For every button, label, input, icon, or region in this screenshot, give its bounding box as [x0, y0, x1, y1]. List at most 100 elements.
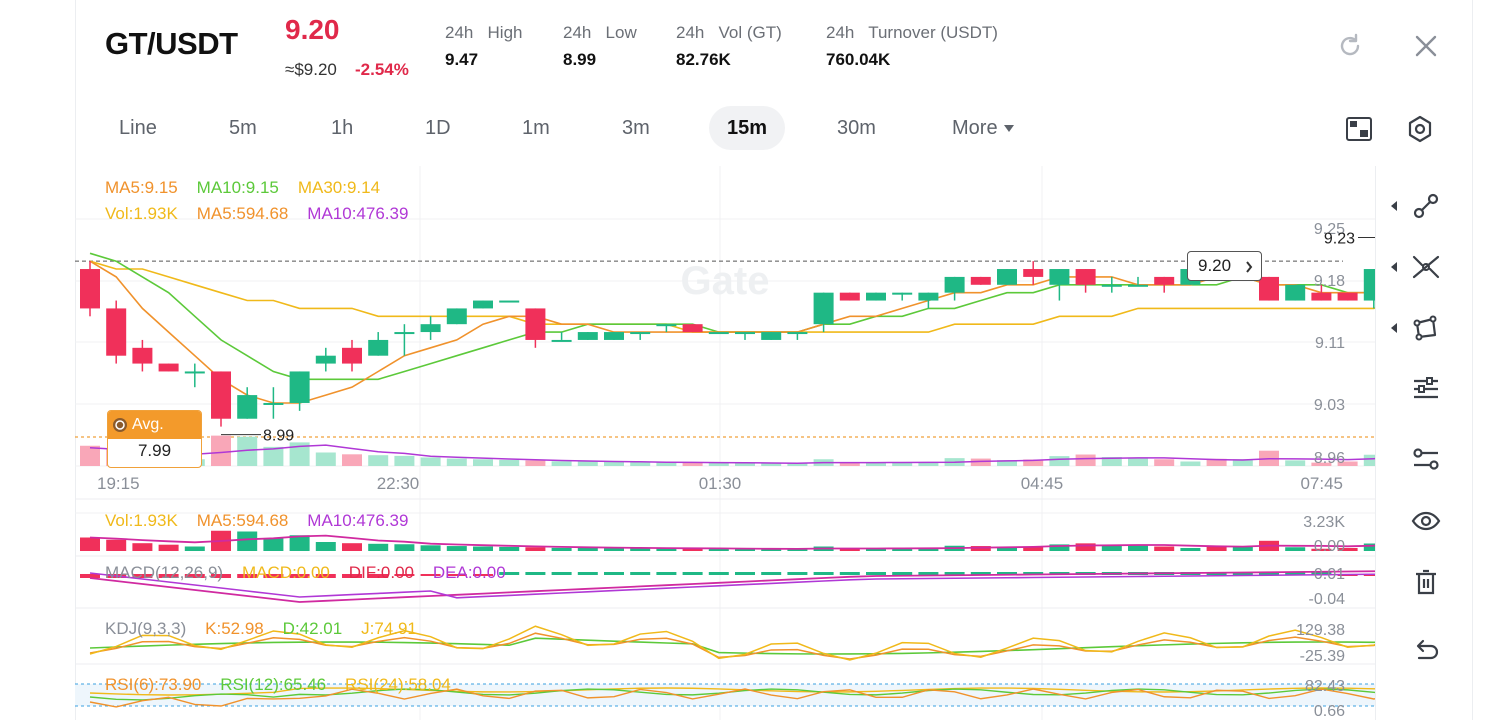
stat-high-label: 24h High: [445, 23, 523, 42]
macd-axis-label: -0.04: [1309, 591, 1346, 608]
dif-line: [89, 570, 1375, 603]
rsi6-line: [89, 688, 1375, 708]
volume-panel-bar: [604, 548, 624, 551]
kdj-axis-label: 129.38: [1296, 622, 1345, 639]
price-axis-label: 8.96: [1314, 450, 1345, 467]
tab-15m[interactable]: 15m: [709, 106, 785, 150]
legend-vol: Vol:1.93K: [105, 204, 178, 223]
legend-rsi6: RSI(6):73.90: [105, 675, 202, 694]
trash-icon: [1416, 569, 1436, 595]
coin-icon: [113, 418, 127, 432]
adjust-button[interactable]: [1376, 366, 1473, 412]
volume-panel-bar: [315, 542, 336, 551]
settings-icon[interactable]: [1404, 113, 1436, 145]
volume-panel-bar: [656, 548, 677, 551]
candle: [394, 324, 415, 356]
volume-panel-bar: [918, 548, 939, 551]
close-icon[interactable]: [1410, 30, 1442, 62]
tab-1m[interactable]: 1m: [508, 106, 564, 150]
time-axis-label: 01:30: [699, 474, 742, 493]
legend-d: D:42.01: [282, 619, 343, 638]
macd-bar: [735, 572, 755, 575]
candle-body: [997, 269, 1017, 285]
volume-panel-bar: [708, 548, 729, 551]
tab-3m[interactable]: 3m: [608, 106, 664, 150]
avg-price-badge[interactable]: Avg. Price 7.99: [107, 410, 202, 468]
legend-dif: DIF:0.00: [348, 563, 414, 582]
candle-body: [1049, 269, 1070, 285]
volume-bar: [80, 445, 100, 466]
tab-1h[interactable]: 1h: [317, 106, 367, 150]
current-price-tag[interactable]: 9.20: [1187, 251, 1262, 281]
refresh-icon[interactable]: [1334, 30, 1366, 62]
candle-body: [499, 300, 520, 303]
candle-body: [656, 324, 677, 327]
candle: [604, 332, 624, 340]
layout-icon[interactable]: [1343, 114, 1375, 144]
volume-panel-bar: [735, 548, 755, 551]
volume-bar: [682, 462, 703, 466]
rsi-axis-label: 82.43: [1305, 678, 1345, 695]
volume-panel-bar: [158, 544, 179, 551]
candle-body: [1337, 292, 1358, 301]
candle: [368, 332, 389, 356]
dea-line: [89, 572, 1375, 599]
tab-line[interactable]: Line: [105, 106, 171, 150]
tab-5m[interactable]: 5m: [215, 106, 271, 150]
legend-vol2: Vol:1.93K: [105, 511, 178, 530]
volume-panel-bar: [394, 544, 415, 551]
tab-more[interactable]: More: [938, 106, 1028, 150]
stat-turnover-label: 24h Turnover (USDT): [826, 23, 998, 42]
price-change: -2.54%: [355, 60, 409, 79]
macd-bar: [315, 574, 336, 578]
shape-tool-button[interactable]: [1376, 305, 1473, 351]
candle: [211, 371, 231, 427]
volume-panel-bar: [892, 548, 913, 551]
macd-bar: [394, 574, 415, 576]
candle: [577, 332, 598, 340]
volume-bar: [918, 462, 939, 466]
line-tool-button[interactable]: [1376, 183, 1473, 229]
volume-bar: [1337, 461, 1358, 466]
tab-30m[interactable]: 30m: [823, 106, 890, 150]
stat-volume-value: 82.76K: [676, 50, 731, 69]
indicator-button[interactable]: [1376, 436, 1473, 482]
legend-vol2-ma5: MA5:594.68: [196, 511, 289, 530]
candle: [446, 308, 467, 325]
macd-bar: [813, 572, 834, 575]
high-value-label: 9.23: [1324, 231, 1355, 248]
volume-bar: [551, 461, 572, 466]
legend-macd: MACD:0.00: [242, 563, 330, 582]
candle: [787, 332, 808, 340]
cross-line-button[interactable]: [1376, 244, 1473, 290]
undo-button[interactable]: [1376, 628, 1473, 674]
macd-bar: [918, 572, 939, 575]
visibility-button[interactable]: [1376, 498, 1473, 544]
candle: [708, 332, 729, 335]
candle-body: [918, 292, 939, 301]
volume-panel-bar: [577, 548, 598, 551]
volume-ma10-line: [89, 444, 1375, 464]
tab-more-label: More: [952, 117, 998, 139]
kdj-k-line: [89, 632, 1375, 660]
volume-panel-bar: [368, 543, 389, 551]
candle: [473, 300, 493, 309]
tab-1d[interactable]: 1D: [411, 106, 465, 150]
legend-rsi24: RSI(24):58.04: [345, 675, 451, 694]
macd-bar: [184, 574, 205, 578]
main-panel: [75, 0, 1473, 720]
candle-body: [577, 332, 598, 340]
macd-bar: [80, 574, 100, 578]
stat-volume: 24h Vol (GT) 82.76K: [676, 23, 782, 70]
candle: [420, 316, 441, 340]
macd-bar: [630, 572, 651, 575]
macd-bar: [1259, 572, 1279, 575]
candle-body: [211, 371, 231, 419]
stat-high: 24h High 9.47: [445, 23, 523, 70]
macd-bar: [289, 574, 310, 578]
volume-bar: [1075, 454, 1096, 466]
macd-bar: [656, 572, 677, 575]
candle: [1101, 276, 1122, 293]
delete-button[interactable]: [1376, 559, 1473, 605]
volume-bar: [1311, 462, 1332, 466]
